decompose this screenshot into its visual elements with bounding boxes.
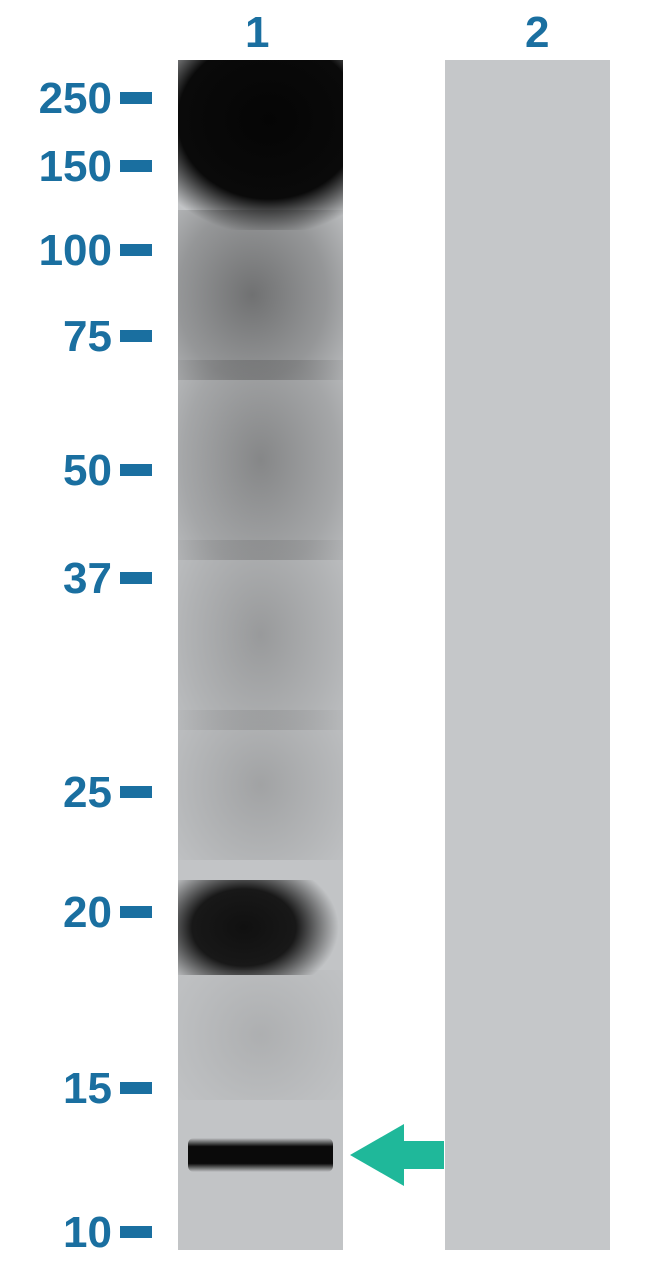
lane1-smear-4: [178, 710, 343, 860]
marker-dash-250: [120, 92, 152, 104]
marker-dash-10: [120, 1226, 152, 1238]
lane1-target-band: [188, 1138, 333, 1172]
marker-dash-20: [120, 906, 152, 918]
lane-header-2: 2: [525, 8, 549, 58]
marker-label-15: 15: [63, 1064, 112, 1114]
marker-dash-25: [120, 786, 152, 798]
lane-header-1: 1: [245, 8, 269, 58]
marker-label-150: 150: [39, 142, 112, 192]
marker-dash-75: [120, 330, 152, 342]
lane1-smear-3: [178, 540, 343, 730]
marker-label-100: 100: [39, 226, 112, 276]
lane1-smear-5: [178, 970, 343, 1100]
marker-label-37: 37: [63, 554, 112, 604]
marker-label-75: 75: [63, 312, 112, 362]
arrow-shaft: [404, 1141, 444, 1169]
arrow-head-icon: [350, 1124, 404, 1186]
lane1-smear-2: [178, 360, 343, 560]
marker-dash-37: [120, 572, 152, 584]
marker-label-10: 10: [63, 1208, 112, 1258]
lane1-band-19kda: [178, 880, 343, 975]
lane-1: [178, 60, 343, 1250]
target-arrow: [350, 1124, 444, 1186]
marker-dash-150: [120, 160, 152, 172]
marker-label-50: 50: [63, 446, 112, 496]
marker-label-20: 20: [63, 888, 112, 938]
marker-dash-100: [120, 244, 152, 256]
lane-2: [445, 60, 610, 1250]
marker-label-250: 250: [39, 74, 112, 124]
marker-dash-50: [120, 464, 152, 476]
lane1-smear-1: [178, 210, 343, 380]
lane1-band-top-blob: [178, 60, 343, 230]
marker-label-25: 25: [63, 768, 112, 818]
marker-dash-15: [120, 1082, 152, 1094]
